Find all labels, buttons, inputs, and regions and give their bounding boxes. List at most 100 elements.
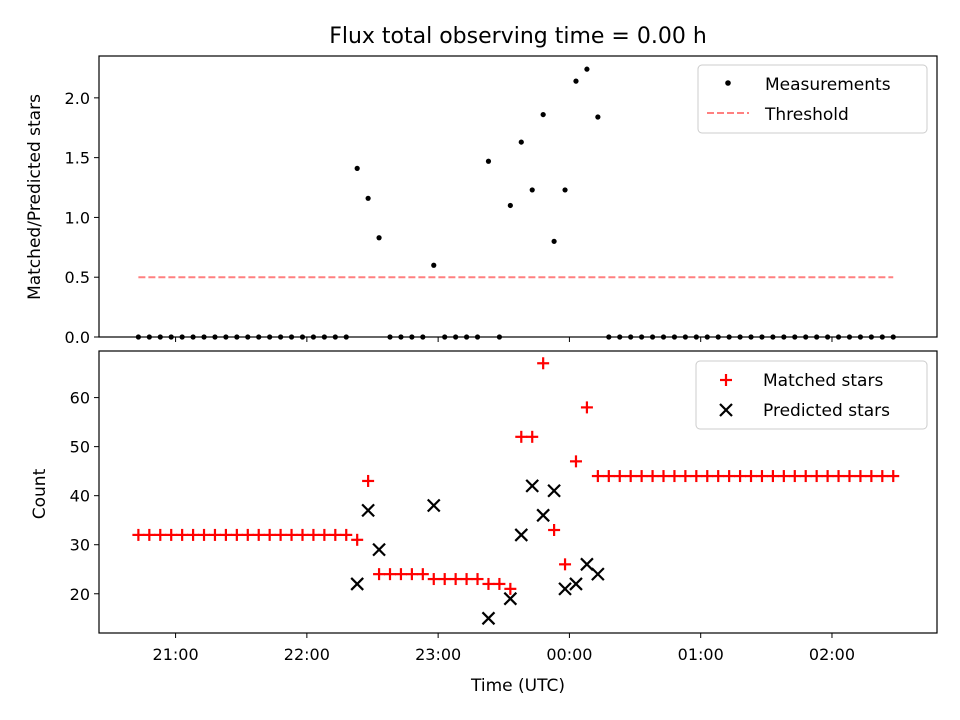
matched-star-point (482, 577, 495, 590)
matched-star-point (329, 528, 342, 541)
matched-star-point (471, 573, 484, 586)
predicted-star-point (580, 557, 594, 572)
matched-star-point (865, 470, 878, 483)
predicted-star-point (372, 542, 386, 557)
matched-star-point (384, 568, 397, 581)
matched-star-point (876, 470, 889, 483)
matched-star-point (318, 528, 331, 541)
bottom-panel: 20 30 40 50 60 21:00 22:00 23:00 00:00 01:00 02:0… (30, 350, 938, 696)
chart-title: Flux total observing time = 0.00 h (329, 24, 707, 49)
legend-threshold-label: Threshold (764, 105, 849, 125)
measurement-point (365, 195, 371, 201)
matched-star-point (405, 568, 418, 581)
bottom-xtick-label: 01:00 (678, 645, 724, 664)
bottom-marks (132, 357, 900, 626)
top-axes-frame (98, 55, 938, 338)
matched-star-point (755, 470, 768, 483)
matched-star-point (668, 470, 681, 483)
measurement-point (595, 114, 601, 120)
bottom-ytick-label: 60 (70, 389, 90, 408)
matched-star-point (679, 470, 692, 483)
bottom-ytick-label: 50 (70, 438, 90, 457)
matched-star-point (219, 528, 232, 541)
measurement-point (540, 111, 546, 118)
matched-star-point (690, 470, 703, 483)
legend-matched-label: Matched stars (763, 371, 883, 391)
matched-star-point (143, 528, 156, 541)
legend-matched-marker (720, 374, 732, 386)
legend-measurements-marker (725, 80, 731, 86)
measurement-point (485, 158, 492, 164)
matched-star-point (832, 470, 845, 483)
matched-star-point (646, 470, 659, 483)
predicted-star-point (547, 483, 561, 498)
matched-star-point (438, 573, 451, 586)
matched-star-point (843, 470, 856, 483)
matched-star-point (526, 430, 539, 443)
bottom-legend: Matched stars Predicted stars (695, 360, 928, 430)
top-x-ticks (175, 337, 833, 342)
matched-star-point (766, 470, 779, 483)
matched-star-point (154, 528, 167, 541)
predicted-star-point (558, 582, 572, 596)
matched-star-point (624, 470, 637, 483)
matched-star-point (416, 568, 429, 581)
bottom-ytick-label: 20 (70, 585, 90, 604)
predicted-star-point (503, 591, 518, 606)
matched-star-point (613, 470, 626, 483)
matched-star-point (602, 470, 615, 483)
bottom-legend-box (695, 360, 928, 430)
measurement-point (354, 165, 360, 171)
measurement-point (529, 187, 535, 193)
matched-star-point (559, 558, 572, 571)
matched-star-point (580, 401, 593, 414)
top-y-axis-label: Matched/Predicted stars (25, 94, 45, 300)
predicted-star-point (481, 611, 496, 626)
matched-star-point (198, 528, 211, 541)
matched-star-point (504, 582, 517, 595)
matched-star-point (701, 470, 714, 483)
bottom-xtick-label: 22:00 (284, 645, 330, 664)
matched-star-point (821, 470, 834, 483)
top-legend: Measurements Threshold (697, 64, 928, 134)
matched-star-point (340, 528, 353, 541)
measurement-point (507, 202, 513, 209)
predicted-star-point (569, 577, 583, 591)
matched-star-point (734, 470, 747, 483)
predicted-star-point (426, 498, 441, 513)
matched-star-point (799, 470, 812, 483)
matched-star-point (165, 528, 178, 541)
matched-star-point (723, 470, 736, 483)
matched-star-point (394, 568, 407, 581)
top-panel: 0.00.51.01.52.0 Matched/Predicted stars … (25, 55, 938, 347)
predicted-star-point (514, 528, 529, 542)
matched-star-point (854, 470, 867, 483)
matched-star-point (230, 528, 243, 541)
predicted-star-point (361, 503, 375, 518)
measurement-point (573, 78, 579, 84)
measurement-point (518, 139, 524, 145)
top-ytick-label: 1.5 (65, 149, 90, 168)
matched-star-point (252, 528, 265, 541)
measurement-point (584, 66, 590, 72)
matched-star-point (449, 573, 462, 586)
predicted-star-point (536, 508, 550, 523)
predicted-star-point (525, 479, 539, 493)
top-y-ticks: 0.0 0.5 1.0 1.5 2.0 (65, 89, 99, 347)
matched-star-point (351, 533, 364, 546)
matched-star-point (263, 528, 276, 541)
matched-star-point (176, 528, 189, 541)
matched-star-point (537, 357, 550, 370)
bottom-xtick-label: 00:00 (546, 645, 592, 664)
legend-measurements-label: Measurements (765, 75, 891, 95)
matched-star-point (307, 528, 320, 541)
bottom-ytick-label: 30 (70, 536, 90, 555)
matched-star-point (493, 577, 506, 590)
matched-star-point (591, 470, 604, 483)
measurement-point (551, 238, 557, 244)
matched-star-point (285, 528, 298, 541)
top-ytick-label: 0.0 (65, 328, 90, 347)
measurement-point (376, 235, 382, 241)
predicted-star-point (350, 577, 364, 591)
